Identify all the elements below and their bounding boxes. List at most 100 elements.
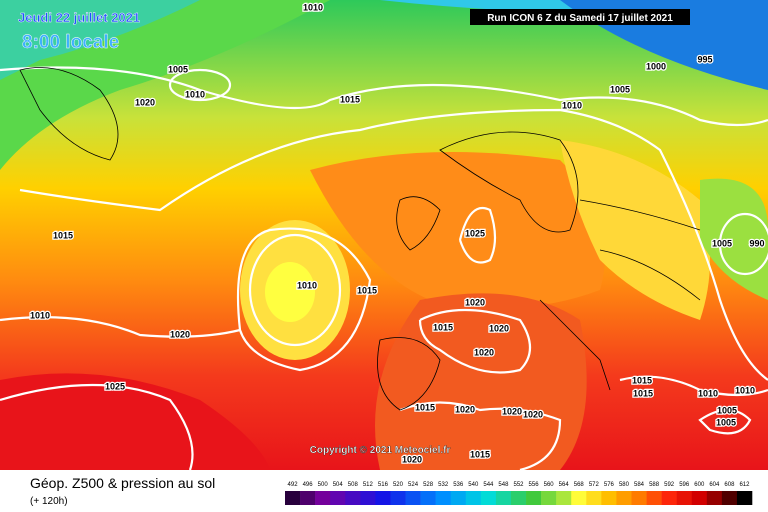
scale-cell — [646, 491, 662, 505]
isobar-label: 1020 — [489, 323, 509, 333]
scale-label: 596 — [679, 482, 690, 488]
scale-label: 608 — [724, 482, 735, 488]
isobar-label: 1015 — [470, 449, 490, 459]
isobar-label: 1020 — [523, 409, 543, 419]
scale-cell — [375, 491, 391, 505]
scale-cell — [420, 491, 436, 505]
isobar-label: 1015 — [340, 94, 360, 104]
isobar-labels: 1010 1005 1010 1020 1015 1000 995 1005 1010 1015 1… — [29, 1, 766, 466]
scale-cell — [510, 491, 527, 505]
scale-cell — [465, 491, 482, 505]
isobar-label: 1025 — [465, 228, 485, 238]
isobar-label: 1015 — [633, 388, 653, 398]
scale-cell — [706, 491, 723, 505]
scale-label: 504 — [333, 482, 344, 488]
scale-label: 568 — [574, 482, 585, 488]
scale-label: 512 — [363, 482, 374, 488]
isobar-label: 1010 — [185, 89, 205, 99]
scale-cell — [571, 491, 587, 505]
isobar-label: 1015 — [433, 322, 453, 332]
run-info: Run ICON 6 Z du Samedi 17 juillet 2021 — [487, 13, 673, 24]
scale-cell — [541, 491, 557, 505]
scale-cell — [300, 491, 316, 505]
scale-label: 536 — [453, 482, 464, 488]
scale-cell — [450, 491, 467, 505]
isobar-label: 1005 — [716, 417, 736, 427]
scale-cell — [345, 491, 361, 505]
isobar-label: 990 — [749, 238, 764, 248]
isobar-label: 1005 — [610, 84, 630, 94]
scale-label: 580 — [619, 482, 630, 488]
scale-cell — [586, 491, 602, 505]
scale-label: 604 — [709, 482, 720, 488]
color-scale: 492 496 500 504 508 512 516 520 524 528 532 536 540 5… — [285, 482, 753, 505]
isobar-label: 1025 — [105, 381, 125, 391]
coastlines — [19, 67, 701, 411]
scale-label: 524 — [408, 482, 419, 488]
valid-time: 8:00 locale — [22, 32, 119, 53]
scale-cell — [631, 491, 647, 505]
valid-date: Jeudi 22 juillet 2021 — [18, 10, 140, 25]
isobar-label: 1010 — [735, 385, 755, 395]
scale-label: 564 — [559, 482, 570, 488]
scale-cell — [435, 491, 452, 505]
run-box — [470, 9, 690, 25]
isobar-label: 1020 — [402, 454, 422, 464]
scale-cell — [661, 491, 677, 505]
scale-label: 496 — [303, 482, 314, 488]
isobar-label: 1015 — [53, 230, 73, 240]
scale-label: 612 — [739, 482, 750, 488]
scale-cell — [405, 491, 421, 505]
field-green-east — [700, 178, 768, 300]
scale-label: 572 — [589, 482, 600, 488]
scale-cell — [526, 491, 542, 505]
field-yellow-east — [560, 140, 710, 320]
scale-cell — [330, 491, 346, 505]
scale-label: 516 — [378, 482, 389, 488]
field-teal — [0, 0, 200, 80]
scale-cell — [390, 491, 406, 505]
isobar-label: 1005 — [712, 238, 732, 248]
copyright: Copyright © 2021 Meteociel.fr — [310, 445, 451, 456]
legend-title: Géop. Z500 & pression au sol — [30, 475, 215, 491]
isobar-label: 1010 — [297, 280, 317, 290]
scale-cell — [480, 491, 497, 505]
scale-label: 508 — [348, 482, 359, 488]
scale-label: 588 — [649, 482, 660, 488]
isobar-label: 1005 — [168, 64, 188, 74]
scale-cell — [691, 491, 708, 505]
scale-label: 492 — [288, 482, 299, 488]
scale-cell — [495, 491, 512, 505]
field-red-orange — [375, 293, 587, 470]
scale-cell — [736, 491, 753, 505]
scale-label: 528 — [423, 482, 434, 488]
scale-label: 556 — [529, 482, 540, 488]
isobar-label: 1020 — [474, 347, 494, 357]
isobar-label: 1020 — [502, 406, 522, 416]
scale-cell — [285, 491, 301, 505]
scale-label: 592 — [664, 482, 675, 488]
scale-label: 548 — [498, 482, 509, 488]
scale-label: 520 — [393, 482, 404, 488]
scale-label: 500 — [318, 482, 329, 488]
scale-label: 544 — [483, 482, 494, 488]
scale-cell — [721, 491, 738, 505]
scale-label: 552 — [513, 482, 524, 488]
scale-label: 584 — [634, 482, 645, 488]
isobar-label: 1020 — [135, 97, 155, 107]
isobar-label: 1010 — [30, 310, 50, 320]
isobar-label: 1020 — [170, 329, 190, 339]
isobar-label: 1000 — [646, 61, 666, 71]
isobar-label: 1020 — [455, 404, 475, 414]
isobars — [0, 66, 768, 472]
scale-cell — [616, 491, 632, 505]
scale-label: 540 — [468, 482, 479, 488]
scale-label: 532 — [438, 482, 449, 488]
isobar-label: 1020 — [465, 297, 485, 307]
low-core — [265, 262, 315, 322]
isobar-label: 1010 — [562, 100, 582, 110]
scale-cell — [360, 491, 376, 505]
scale-label: 560 — [544, 482, 555, 488]
